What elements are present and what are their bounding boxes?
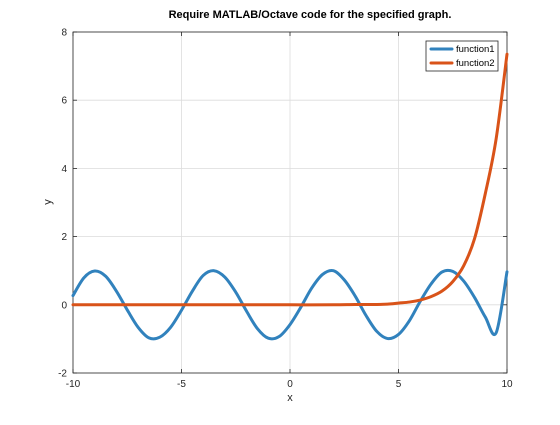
legend-label-function2: function2: [456, 58, 495, 69]
series-line-function1: [71, 268, 509, 341]
legend: function1 function2: [425, 40, 499, 72]
chart-title: Require MATLAB/Octave code for the speci…: [169, 9, 452, 21]
y-tick-label: 4: [61, 164, 67, 175]
series-line-function2: [71, 52, 509, 307]
x-tick-label: 10: [501, 379, 513, 390]
x-tick-label: -10: [66, 379, 81, 390]
y-tick-label: 8: [61, 28, 67, 39]
y-axis-label: y: [42, 199, 54, 205]
y-tick-label: 2: [61, 232, 67, 243]
y-tick-label: 6: [61, 96, 67, 107]
legend-label-function1: function1: [456, 44, 495, 55]
y-tick-label: 0: [61, 300, 67, 311]
y-tick-label: -2: [58, 369, 67, 380]
ticks: [72, 31, 508, 374]
x-tick-label: 0: [287, 379, 293, 390]
tick-labels: -10 -5 0 5 10 -2 0 2 4 6 8: [58, 28, 513, 391]
x-axis-label: x: [287, 392, 293, 404]
series-layer: [71, 52, 509, 341]
x-tick-label: -5: [177, 379, 186, 390]
x-tick-label: 5: [396, 379, 402, 390]
legend-box: [425, 40, 499, 72]
